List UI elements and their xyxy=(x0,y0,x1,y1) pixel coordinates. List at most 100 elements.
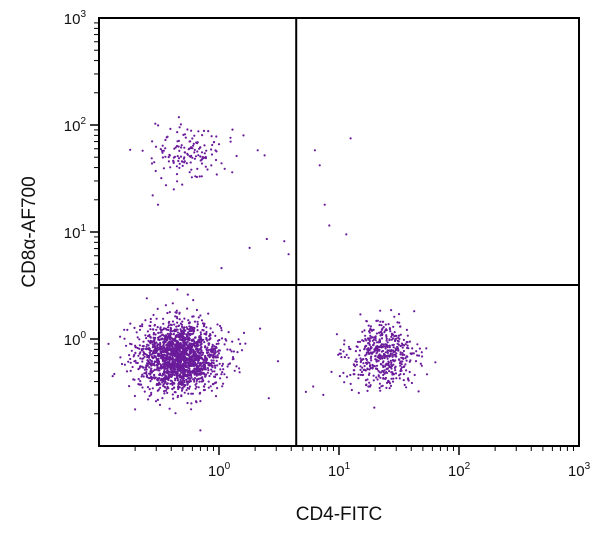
data-point xyxy=(214,158,218,162)
data-point xyxy=(187,322,191,325)
data-point xyxy=(195,341,198,345)
x-tick-label: 100 xyxy=(208,461,231,480)
data-point xyxy=(175,325,178,328)
data-point xyxy=(190,176,193,179)
data-point xyxy=(186,380,189,383)
data-point xyxy=(208,338,211,341)
data-point xyxy=(176,359,179,362)
data-point xyxy=(145,368,148,371)
data-point xyxy=(188,364,191,367)
data-point xyxy=(410,381,413,385)
data-point xyxy=(358,340,362,343)
data-point xyxy=(141,360,144,363)
data-point xyxy=(160,354,163,357)
data-point xyxy=(230,350,233,353)
data-point xyxy=(185,326,188,329)
data-point xyxy=(133,353,136,356)
data-point xyxy=(142,340,145,343)
data-point xyxy=(391,380,395,383)
data-point xyxy=(369,334,372,337)
data-point xyxy=(384,345,387,348)
data-point xyxy=(232,350,235,353)
data-point xyxy=(155,382,159,386)
data-point xyxy=(125,370,129,373)
data-point xyxy=(356,340,360,343)
data-point xyxy=(192,144,195,147)
data-point xyxy=(379,320,382,323)
data-point xyxy=(383,372,386,375)
data-point xyxy=(210,362,213,365)
data-point xyxy=(213,364,216,367)
data-point xyxy=(208,364,211,367)
data-point xyxy=(113,372,116,376)
data-point xyxy=(164,138,167,142)
data-point xyxy=(380,324,383,327)
data-point xyxy=(198,377,201,380)
data-point xyxy=(169,338,172,341)
data-point xyxy=(353,369,356,372)
data-point xyxy=(210,148,213,151)
data-point xyxy=(375,332,378,335)
data-point xyxy=(222,382,225,385)
data-point xyxy=(162,167,165,170)
data-point xyxy=(200,151,204,154)
data-point xyxy=(417,390,420,393)
data-point xyxy=(167,377,170,380)
data-point xyxy=(388,387,391,390)
data-point xyxy=(172,397,175,400)
y-tick-label: 102 xyxy=(64,116,87,135)
data-point xyxy=(169,166,172,169)
data-point xyxy=(123,337,126,340)
data-point xyxy=(181,326,184,329)
data-point xyxy=(401,346,404,349)
data-point xyxy=(130,349,133,352)
data-point xyxy=(407,347,410,350)
data-point xyxy=(176,180,179,183)
data-point xyxy=(361,330,364,333)
data-point xyxy=(357,373,360,376)
data-point xyxy=(434,361,437,364)
data-point xyxy=(159,335,162,338)
data-point xyxy=(223,373,226,376)
data-point xyxy=(176,341,179,344)
data-point xyxy=(170,336,173,339)
data-point xyxy=(406,341,409,344)
data-point xyxy=(397,348,400,351)
data-point xyxy=(161,363,164,366)
data-point xyxy=(209,372,212,375)
data-point xyxy=(177,382,180,386)
data-point xyxy=(374,355,377,358)
data-point xyxy=(205,348,208,351)
data-point xyxy=(123,363,126,366)
data-point xyxy=(176,331,179,334)
data-point xyxy=(199,155,202,158)
data-point xyxy=(371,344,375,347)
data-point xyxy=(189,361,192,364)
data-point xyxy=(132,378,135,381)
data-point xyxy=(176,352,179,355)
data-point xyxy=(194,387,197,390)
data-point xyxy=(222,368,225,371)
data-point xyxy=(193,134,196,137)
data-point xyxy=(150,162,154,165)
data-point xyxy=(173,328,176,331)
data-point xyxy=(404,343,407,346)
data-point xyxy=(147,348,150,351)
data-point xyxy=(405,369,408,372)
data-point xyxy=(413,310,416,313)
data-point xyxy=(377,359,380,362)
data-point xyxy=(119,335,122,338)
data-point xyxy=(137,378,140,381)
data-point xyxy=(173,358,176,361)
data-point xyxy=(187,369,190,372)
data-point xyxy=(366,389,369,392)
x-tick-label: 102 xyxy=(448,461,471,480)
data-point xyxy=(342,350,345,353)
data-point xyxy=(166,311,169,315)
data-point xyxy=(183,151,186,154)
data-point xyxy=(164,371,167,374)
data-point xyxy=(231,128,234,131)
data-point xyxy=(154,169,157,173)
data-point xyxy=(180,146,183,149)
data-point xyxy=(191,392,194,395)
